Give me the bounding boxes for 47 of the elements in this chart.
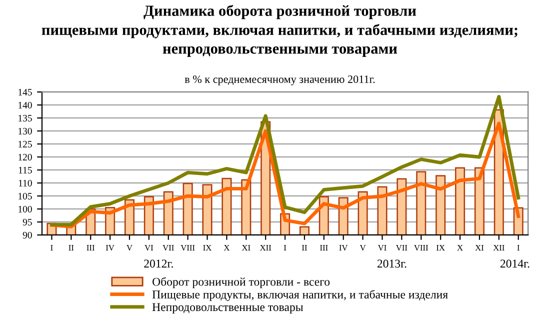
x-tick-label: XI xyxy=(475,245,484,250)
x-tick-label: IV xyxy=(339,245,348,251)
x-tick-label: XII xyxy=(260,245,272,250)
legend-label: Пищевые продукты, включая напитки, и табачные изделия xyxy=(152,290,448,301)
y-tick-label: 140 xyxy=(18,102,32,108)
y-tick-label: 145 xyxy=(18,88,32,96)
x-tick-label: VII xyxy=(396,245,408,251)
legend-label: Оборот розничной торговли - всего xyxy=(152,277,330,288)
y-tick-label: 105 xyxy=(18,192,32,200)
x-tick-label: III xyxy=(320,245,328,250)
x-tick-label: I xyxy=(517,245,520,250)
x-tick-label: VI xyxy=(378,245,386,251)
y-tick-label: 115 xyxy=(18,166,32,174)
y-tick-label: 135 xyxy=(18,114,32,122)
y-tick-label: 95 xyxy=(22,218,32,226)
x-tick-label: IX xyxy=(436,245,445,250)
x-tick-label: II xyxy=(302,245,307,250)
legend-label: Непродовольственные товары xyxy=(152,303,304,314)
chart-subtitle: в % к среднемесячному значению 2011г. xyxy=(184,75,375,86)
y-tick-label: 110 xyxy=(18,180,32,186)
x-tick-label: VII xyxy=(162,245,174,251)
y-tick-label: 90 xyxy=(22,232,32,238)
x-tick-label: XII xyxy=(493,245,504,250)
x-tick-label: I xyxy=(284,245,286,250)
x-tick-label: X xyxy=(457,245,463,250)
text: 2013г. xyxy=(377,260,406,268)
chart-title: Динамика оборота розничной торговли пищевыми продуктами, включая напитки, и табачными изделиями; непродовольственными товарами xyxy=(42,4,518,57)
y-tick-label: 125 xyxy=(18,140,32,148)
x-tick-label: II xyxy=(68,245,74,250)
x-tick-label: X xyxy=(224,245,230,250)
x-tick-label: VIII xyxy=(180,245,195,251)
x-tick-label: III xyxy=(86,245,94,250)
x-tick-label: I xyxy=(50,245,53,250)
text: 2014г. xyxy=(500,260,530,268)
x-tick-label: VIII xyxy=(414,245,428,251)
x-tick-label: VI xyxy=(144,245,154,251)
line-series xyxy=(50,122,520,228)
x-tick-label: V xyxy=(126,245,132,251)
y-tick-label: 100 xyxy=(18,206,32,212)
y-tick-label: 130 xyxy=(18,128,32,134)
y-tick-label: 120 xyxy=(18,154,32,160)
x-tick-label: IX xyxy=(203,245,212,250)
x-tick-label: XI xyxy=(242,245,250,250)
x-tick-label: IV xyxy=(106,245,114,251)
text: 2012г. xyxy=(144,260,173,268)
x-tick-label: V xyxy=(360,245,366,251)
line-series xyxy=(50,94,520,226)
